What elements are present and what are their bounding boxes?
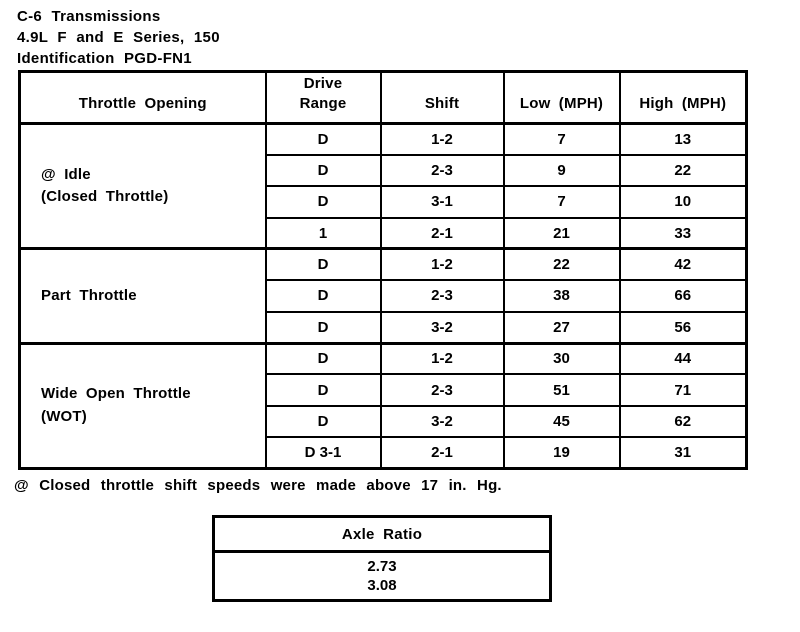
cell-shift: 1-2: [379, 121, 505, 156]
title-line-transmission: C-6 Transmissions: [17, 8, 161, 25]
cell-low-mph: 51: [502, 373, 621, 407]
title-line-engine-series: 4.9L F and E Series, 150: [17, 29, 220, 46]
closed-throttle-footnote: @ Closed throttle shift speeds were made…: [14, 477, 502, 494]
table-row: D 2-3 9 22: [20, 153, 748, 188]
cell-low-mph: 27: [502, 310, 621, 345]
cell-shift: 3-2: [379, 404, 505, 439]
table-row: D 2-3 51 71: [20, 373, 748, 407]
table-row: D 3-1 2-1 19 31: [20, 436, 748, 470]
group-label-part-throttle: Part Throttle: [18, 247, 267, 345]
table-row: 1 2-1 21 33: [20, 216, 748, 250]
col-header-drive-range: Drive Range: [264, 70, 382, 125]
cell-shift: 1-2: [379, 341, 505, 376]
cell-low-mph: 45: [502, 404, 621, 439]
cell-high-mph: 13: [618, 121, 748, 156]
axle-ratio-value: 2.73: [367, 558, 397, 575]
table-row: D 2-3 38 66: [20, 279, 748, 313]
cell-shift: 2-3: [379, 153, 505, 188]
cell-high-mph: 22: [618, 153, 748, 188]
cell-high-mph: 33: [618, 216, 748, 250]
table-row: Part Throttle D 1-2 22 42: [18, 247, 748, 345]
cell-low-mph: 19: [502, 436, 621, 470]
cell-drive-range: D: [264, 341, 382, 376]
cell-drive-range: D: [264, 404, 382, 439]
cell-drive-range: D: [264, 310, 382, 345]
cell-high-mph: 44: [618, 341, 748, 376]
axle-ratio-value: 3.08: [367, 577, 397, 594]
cell-drive-range: 1: [264, 216, 382, 250]
axle-ratio-header: Axle Ratio: [212, 515, 552, 553]
cell-high-mph: 66: [618, 279, 748, 313]
cell-high-mph: 42: [618, 247, 748, 282]
table-row: @ Idle (Closed Throttle) D 1-2 7 13: [18, 121, 748, 250]
cell-low-mph: 38: [502, 279, 621, 313]
cell-low-mph: 30: [502, 341, 621, 376]
cell-low-mph: 22: [502, 247, 621, 282]
cell-shift: 3-1: [379, 185, 505, 219]
cell-shift: 2-3: [379, 373, 505, 407]
cell-shift: 2-3: [379, 279, 505, 313]
axle-ratio-table: Axle Ratio 2.73 3.08: [212, 515, 552, 602]
cell-shift: 2-1: [379, 436, 505, 470]
cell-high-mph: 56: [618, 310, 748, 345]
cell-high-mph: 31: [618, 436, 748, 470]
cell-drive-range: D: [264, 153, 382, 188]
col-header-high-mph: High (MPH): [618, 70, 748, 125]
col-header-low-mph: Low (MPH): [502, 70, 621, 125]
cell-drive-range: D: [264, 373, 382, 407]
table-row: D 3-1 7 10: [20, 185, 748, 219]
cell-high-mph: 71: [618, 373, 748, 407]
axle-ratio-values-cell: 2.73 3.08: [212, 550, 552, 602]
cell-low-mph: 7: [502, 185, 621, 219]
col-header-throttle-opening: Throttle Opening: [18, 70, 267, 125]
axle-ratio-values-row: 2.73 3.08: [212, 550, 552, 602]
cell-drive-range: D: [264, 279, 382, 313]
cell-shift: 1-2: [379, 247, 505, 282]
cell-drive-range: D: [264, 185, 382, 219]
title-line-identification: Identification PGD-FN1: [17, 50, 192, 67]
table-row: D 3-2 27 56: [20, 310, 748, 345]
table-row: D 3-2 45 62: [20, 404, 748, 439]
col-header-shift: Shift: [379, 70, 505, 125]
cell-drive-range: D: [264, 121, 382, 156]
cell-high-mph: 10: [618, 185, 748, 219]
axle-ratio-header-row: Axle Ratio: [212, 515, 552, 553]
cell-low-mph: 21: [502, 216, 621, 250]
table-row: Wide Open Throttle (WOT) D 1-2 30 44: [18, 341, 748, 470]
table-header-row: Throttle Opening Drive Range Shift Low (…: [18, 70, 748, 125]
group-label-wot: Wide Open Throttle (WOT): [18, 341, 267, 470]
cell-drive-range: D 3-1: [264, 436, 382, 470]
cell-low-mph: 7: [502, 121, 621, 156]
cell-drive-range: D: [264, 247, 382, 282]
shift-speed-table: Throttle Opening Drive Range Shift Low (…: [18, 70, 748, 470]
cell-shift: 2-1: [379, 216, 505, 250]
cell-low-mph: 9: [502, 153, 621, 188]
cell-shift: 3-2: [379, 310, 505, 345]
document-header: C-6 Transmissions 4.9L F and E Series, 1…: [17, 6, 220, 69]
group-label-idle: @ Idle (Closed Throttle): [18, 121, 267, 250]
cell-high-mph: 62: [618, 404, 748, 439]
